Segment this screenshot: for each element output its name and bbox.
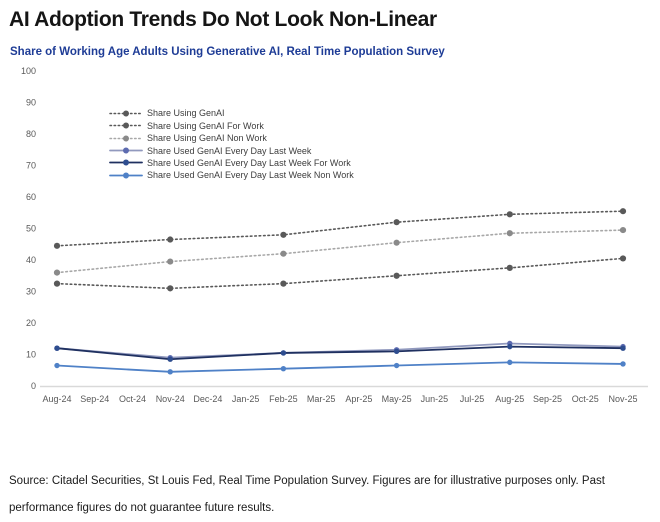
data-point-marker <box>619 255 627 262</box>
series-line <box>56 257 624 290</box>
data-point-marker <box>393 219 400 226</box>
data-point-marker <box>393 272 400 279</box>
y-axis-tick-label: 90 <box>26 98 36 108</box>
data-point-marker <box>506 230 513 237</box>
data-point-marker <box>506 264 513 272</box>
series-line <box>56 345 624 361</box>
data-point-marker <box>393 348 400 355</box>
legend-item: Share Used GenAI Every Day Last Week <box>109 144 354 156</box>
legend-label: Share Used GenAI Every Day Last Week For… <box>147 157 351 168</box>
x-axis-tick-label: Mar-25 <box>307 394 336 404</box>
x-axis-tick-label: Dec-24 <box>193 394 222 404</box>
legend-item: Share Used GenAI Every Day Last Week For… <box>109 157 354 169</box>
data-point-marker <box>507 359 513 366</box>
y-axis-tick-label: 80 <box>26 129 36 139</box>
data-point-marker <box>53 242 61 250</box>
x-axis-tick-label: Nov-24 <box>156 394 185 404</box>
legend-line-sample-icon <box>109 110 143 117</box>
y-axis-tick-label: 40 <box>26 255 36 265</box>
legend-line-sample-icon <box>109 159 143 166</box>
data-point-marker <box>167 369 173 375</box>
line-chart-area: 0 10 20 30 40 50 60 70 80 90 100 Aug-24 Sep-24 Oct-24… <box>0 64 660 419</box>
x-axis-tick-label: Jun-25 <box>421 394 449 404</box>
x-axis-tick-label: Jul-25 <box>460 394 485 404</box>
data-point-marker <box>280 350 287 356</box>
legend-line-sample-icon <box>109 172 143 179</box>
line-chart-canvas: 0 10 20 30 40 50 60 70 80 90 100 Aug-24 Sep-24 Oct-24… <box>21 66 648 404</box>
data-point-marker <box>393 362 400 369</box>
page-title: AI Adoption Trends Do Not Look Non-Linea… <box>9 8 437 31</box>
legend-line-sample-icon <box>109 147 143 154</box>
data-point-marker <box>619 208 627 215</box>
legend-label: Share Using GenAI <box>147 108 225 119</box>
data-point-marker <box>280 280 287 287</box>
legend-line-sample-icon <box>109 135 143 142</box>
legend-item: Share Using GenAI <box>109 107 354 119</box>
data-point-marker <box>167 285 174 292</box>
legend-label: Share Used GenAI Every Day Last Week Non… <box>147 170 354 181</box>
y-axis-tick-label: 0 <box>31 381 36 391</box>
y-axis-tick-label: 30 <box>26 287 36 297</box>
x-axis-tick-label: Oct-25 <box>572 394 599 404</box>
data-point-marker <box>54 345 60 352</box>
data-point-marker <box>280 366 287 372</box>
x-axis-tick-label: Aug-24 <box>42 394 71 404</box>
legend-item: Share Using GenAI Non Work <box>109 132 354 144</box>
legend-label: Share Using GenAI For Work <box>147 120 264 131</box>
chart-subtitle: Share of Working Age Adults Using Genera… <box>10 46 445 59</box>
x-axis-tick-label: May-25 <box>382 394 412 404</box>
legend-line-sample-icon <box>109 122 143 129</box>
legend-item: Share Used GenAI Every Day Last Week Non… <box>109 169 354 181</box>
x-axis-tick-label: Aug-25 <box>495 394 524 404</box>
series-line <box>56 229 624 274</box>
y-axis-tick-label: 10 <box>26 350 36 360</box>
legend-label: Share Using GenAI Non Work <box>147 133 267 144</box>
legend-item: Share Using GenAI For Work <box>109 120 354 132</box>
data-point-marker <box>280 231 287 239</box>
data-point-marker <box>53 269 61 276</box>
y-axis-tick-label: 70 <box>26 161 36 171</box>
series-line <box>56 361 624 373</box>
x-axis-tick-label: Jan-25 <box>232 394 260 404</box>
data-point-marker <box>167 258 174 265</box>
y-axis-tick-label: 20 <box>26 318 36 328</box>
data-point-marker <box>167 356 173 363</box>
series-line <box>56 342 624 359</box>
data-point-marker <box>507 344 513 350</box>
chart-legend: Share Using GenAI Share Using GenAI For W… <box>109 107 354 181</box>
x-axis-tick-label: Sep-25 <box>533 394 562 404</box>
data-point-marker <box>54 362 60 369</box>
data-point-marker <box>393 239 400 246</box>
data-point-marker <box>167 236 174 243</box>
chart-header: AI Adoption Trends Do Not Look Non-Linea… <box>0 0 660 58</box>
x-axis-tick-label: Nov-25 <box>608 394 637 404</box>
data-point-marker <box>620 345 626 352</box>
x-axis-tick-label: Apr-25 <box>345 394 372 404</box>
legend-label: Share Used GenAI Every Day Last Week <box>147 145 312 156</box>
data-point-marker <box>506 211 513 218</box>
data-point-marker <box>280 250 287 257</box>
series-line <box>56 210 624 247</box>
x-axis-tick-label: Oct-24 <box>119 394 146 404</box>
x-axis-tick-label: Sep-24 <box>80 394 109 404</box>
data-point-marker <box>53 280 61 287</box>
source-footnote: Source: Citadel Securities, St Louis Fed… <box>9 475 605 514</box>
y-axis-tick-label: 50 <box>26 224 36 234</box>
data-point-marker <box>619 227 627 234</box>
x-axis-tick-label: Feb-25 <box>269 394 298 404</box>
data-point-marker <box>620 361 626 367</box>
y-axis-tick-label: 60 <box>26 192 36 202</box>
y-axis-tick-label: 100 <box>21 66 36 76</box>
